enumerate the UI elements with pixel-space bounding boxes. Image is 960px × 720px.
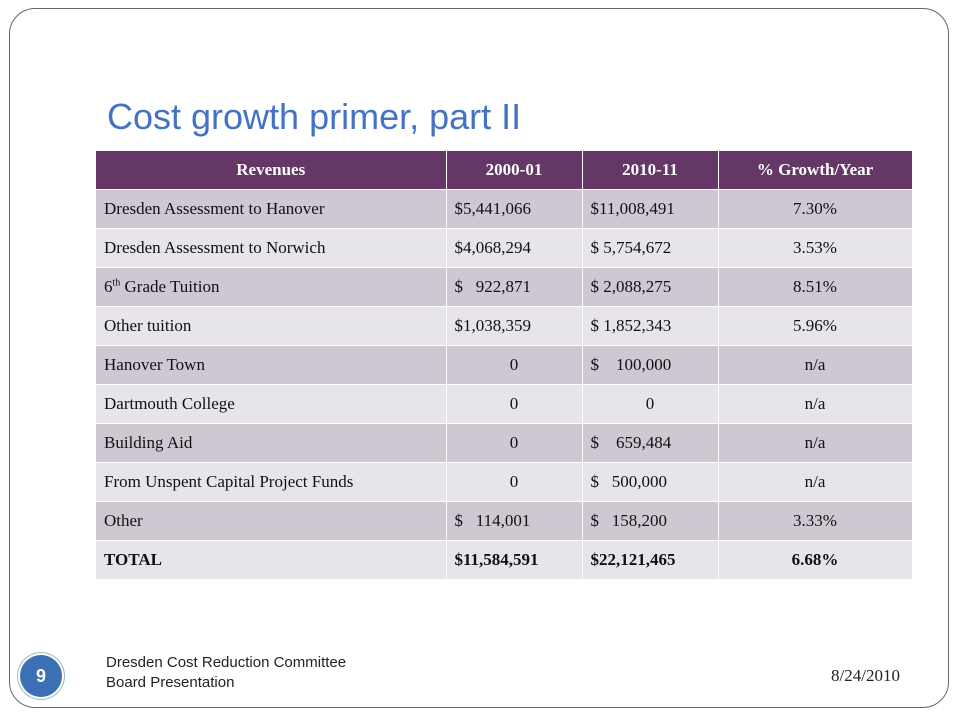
value-2010-11: $22,121,465	[582, 540, 719, 579]
slide-title: Cost growth primer, part II	[107, 96, 522, 137]
value-2010-11: 0	[582, 384, 719, 424]
value-2010-11: $ 1,852,343	[582, 306, 719, 346]
value-2000-01: $4,068,294	[446, 228, 583, 268]
value-growth: 8.51%	[718, 267, 913, 307]
header-revenues: Revenues	[96, 151, 447, 190]
table-row: Dresden Assessment to Norwich $4,068,294…	[96, 228, 913, 268]
row-label: Dresden Assessment to Hanover	[96, 189, 447, 229]
value-2010-11: $11,008,491	[582, 189, 719, 229]
table-row-total: TOTAL $11,584,591 $22,121,465 6.68%	[96, 540, 913, 579]
value-2010-11: $ 2,088,275	[582, 267, 719, 307]
value-2000-01: 0	[446, 462, 583, 502]
value-2010-11: $ 100,000	[582, 345, 719, 385]
value-2000-01: $5,441,066	[446, 189, 583, 229]
value-2000-01: $ 114,001	[446, 501, 583, 541]
row-label: Building Aid	[96, 423, 447, 463]
value-2000-01: $ 922,871	[446, 267, 583, 307]
slide-number-badge: 9	[20, 655, 62, 697]
table-row: Dresden Assessment to Hanover $5,441,066…	[96, 189, 913, 229]
value-2000-01: $11,584,591	[446, 540, 583, 579]
footer-line-2: Board Presentation	[106, 674, 235, 691]
row-label: Hanover Town	[96, 345, 447, 385]
row-label: TOTAL	[96, 540, 447, 579]
footer-text: Dresden Cost Reduction Committee Board P…	[106, 653, 346, 693]
row-label: From Unspent Capital Project Funds	[96, 462, 447, 502]
table-row: Building Aid 0 $ 659,484 n/a	[96, 423, 913, 463]
value-growth: n/a	[718, 462, 913, 502]
value-growth: 3.53%	[718, 228, 913, 268]
value-2010-11: $ 158,200	[582, 501, 719, 541]
value-growth: n/a	[718, 384, 913, 424]
table-row: Dartmouth College 0 0 n/a	[96, 384, 913, 424]
value-growth: 6.68%	[718, 540, 913, 579]
value-2010-11: $ 5,754,672	[582, 228, 719, 268]
row-label: Dresden Assessment to Norwich	[96, 228, 447, 268]
value-growth: 7.30%	[718, 189, 913, 229]
value-2000-01: 0	[446, 423, 583, 463]
value-2010-11: $ 659,484	[582, 423, 719, 463]
row-label: Other tuition	[96, 306, 447, 346]
table-row: 6th Grade Tuition $ 922,871 $ 2,088,275 …	[96, 267, 913, 307]
revenues-table: Revenues 2000-01 2010-11 % Growth/Year D…	[96, 151, 913, 579]
header-2010-11: 2010-11	[582, 151, 719, 190]
row-label: Other	[96, 501, 447, 541]
value-2000-01: 0	[446, 384, 583, 424]
table-row: Other tuition $1,038,359 $ 1,852,343 5.9…	[96, 306, 913, 346]
header-growth: % Growth/Year	[718, 151, 913, 190]
value-2010-11: $ 500,000	[582, 462, 719, 502]
value-2000-01: 0	[446, 345, 583, 385]
table-header-row: Revenues 2000-01 2010-11 % Growth/Year	[96, 151, 913, 190]
row-label-number: 6	[104, 277, 113, 296]
row-label-superscript: th	[112, 277, 121, 289]
table-row: From Unspent Capital Project Funds 0 $ 5…	[96, 462, 913, 502]
row-label: 6th Grade Tuition	[96, 267, 447, 307]
table-row: Other $ 114,001 $ 158,200 3.33%	[96, 501, 913, 541]
value-growth: 3.33%	[718, 501, 913, 541]
footer-date: 8/24/2010	[831, 666, 900, 685]
footer-line-1: Dresden Cost Reduction Committee	[106, 654, 347, 671]
row-label: Dartmouth College	[96, 384, 447, 424]
header-2000-01: 2000-01	[446, 151, 583, 190]
value-2000-01: $1,038,359	[446, 306, 583, 346]
value-growth: n/a	[718, 423, 913, 463]
table-row: Hanover Town 0 $ 100,000 n/a	[96, 345, 913, 385]
value-growth: 5.96%	[718, 306, 913, 346]
value-growth: n/a	[718, 345, 913, 385]
row-label-text: Grade Tuition	[120, 277, 220, 296]
